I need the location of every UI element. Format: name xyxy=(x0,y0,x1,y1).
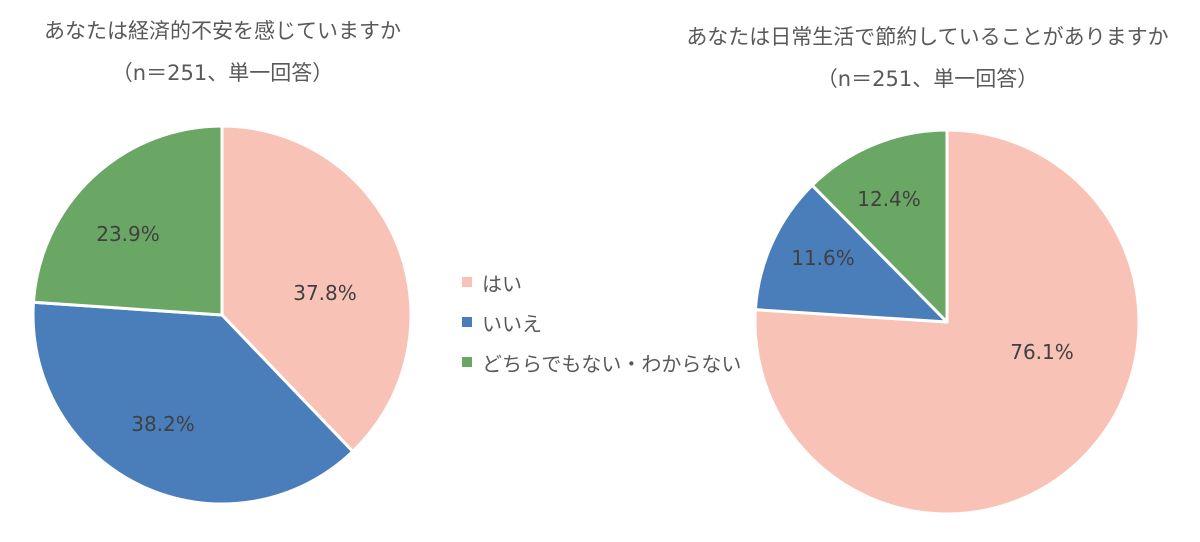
slice-neutral xyxy=(31,124,224,317)
chart1-title-text: あなたは経済的不安を感じていますか xyxy=(44,19,401,43)
legend-item-neutral: どちらでもない・わからない xyxy=(462,342,741,382)
chart2-label-no: 11.6% xyxy=(791,246,855,270)
legend-label-yes: はい xyxy=(482,271,522,296)
chart2-label-neutral: 12.4% xyxy=(857,187,921,211)
legend: はい いいえ どちらでもない・わからない xyxy=(462,262,741,382)
legend-swatch-yes xyxy=(462,277,472,287)
legend-label-neutral: どちらでもない・わからない xyxy=(482,351,742,376)
legend-item-yes: はい xyxy=(462,262,741,302)
legend-label-no: いいえ xyxy=(482,311,542,336)
slice-neutral xyxy=(810,128,949,324)
chart1-label-no: 38.2% xyxy=(131,412,195,436)
chart1-label-neutral: 23.9% xyxy=(96,222,160,246)
chart2-subtitle: （n＝251、単一回答） xyxy=(816,67,1039,91)
pie-chart-saving xyxy=(753,128,1141,516)
legend-swatch-neutral xyxy=(462,357,472,367)
legend-swatch-no xyxy=(462,317,472,327)
pie-chart-economic-anxiety xyxy=(31,124,413,506)
chart1-subtitle: （n＝251、単一回答） xyxy=(111,61,334,85)
chart2-title-text: あなたは日常生活で節約していることがありますか xyxy=(686,25,1169,49)
chart1-label-yes: 37.8% xyxy=(293,281,357,305)
slice-no xyxy=(31,300,355,506)
chart2-label-yes: 76.1% xyxy=(1010,340,1074,364)
slice-yes xyxy=(220,124,413,453)
slice-no xyxy=(753,183,949,324)
legend-item-no: いいえ xyxy=(462,302,741,342)
slice-yes xyxy=(753,128,1141,516)
chart2-title: あなたは日常生活で節約していることがありますか （n＝251、単一回答） xyxy=(655,22,1200,94)
chart1-title: あなたは経済的不安を感じていますか （n＝251、単一回答） xyxy=(0,16,445,88)
